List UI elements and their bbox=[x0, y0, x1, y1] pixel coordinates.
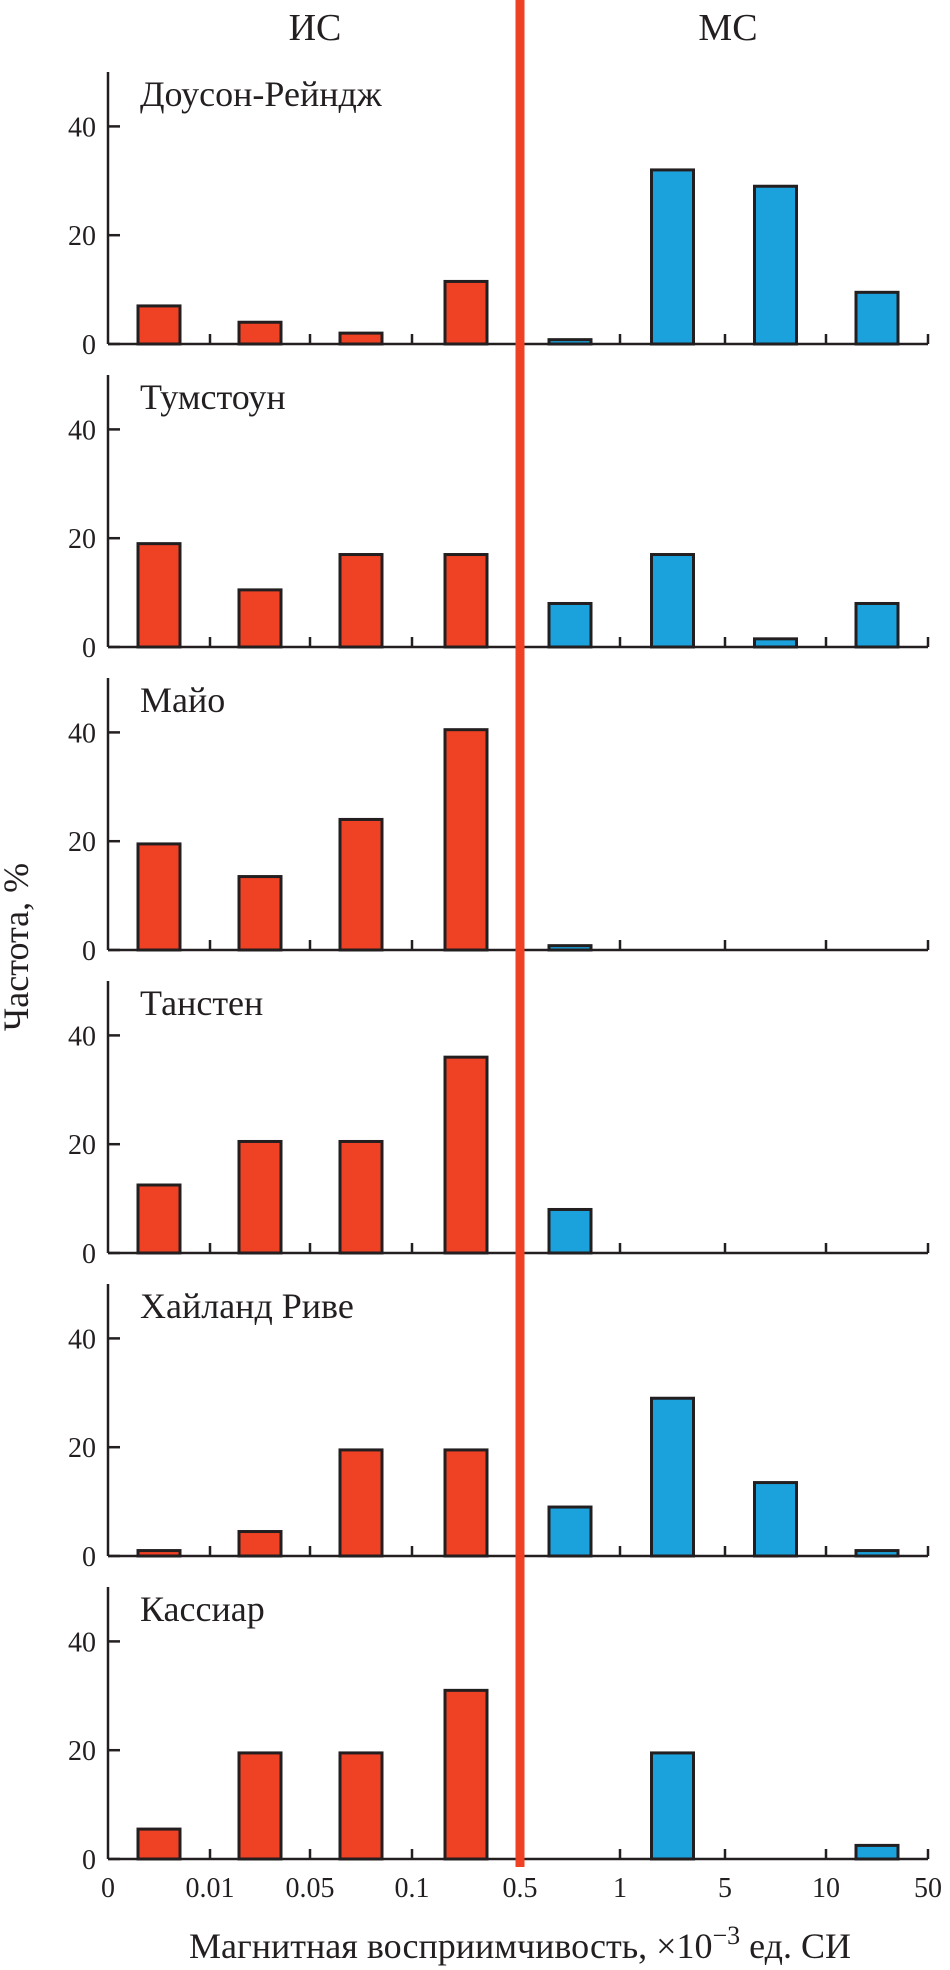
bar bbox=[338, 1751, 384, 1861]
bar bbox=[443, 1055, 489, 1255]
x-axis-title: Магнитная восприимчивость, ×10−3 ед. СИ bbox=[189, 1921, 851, 1966]
bar bbox=[443, 1688, 489, 1861]
y-tick-label: 0 bbox=[82, 633, 96, 664]
y-tick-label: 20 bbox=[68, 1433, 96, 1464]
bar bbox=[650, 168, 695, 346]
x-axis-title-unit: ед. СИ bbox=[740, 1926, 851, 1966]
bar bbox=[443, 728, 489, 952]
panel-1: 0 20 40 Доусон-Рейндж bbox=[68, 72, 930, 361]
bar bbox=[753, 184, 798, 346]
x-tick-label: 5 bbox=[718, 1873, 732, 1904]
bar bbox=[547, 338, 593, 346]
bar bbox=[136, 842, 182, 952]
y-tick-label: 40 bbox=[68, 1627, 96, 1658]
x-tick-label: 1 bbox=[613, 1873, 627, 1904]
panel-title: Кассиар bbox=[140, 1589, 265, 1629]
panels-container: 0 20 40 Доусон-Рейндж 0 20 40 Тумстоун 0 20 40 Майо… bbox=[68, 72, 930, 1876]
y-axis-title: Частота, % bbox=[0, 863, 36, 1031]
x-tick-label: 0 bbox=[101, 1873, 115, 1904]
bar bbox=[547, 601, 593, 649]
bar bbox=[338, 1448, 384, 1558]
y-tick-label: 40 bbox=[68, 1324, 96, 1355]
bar bbox=[650, 553, 695, 649]
bar bbox=[136, 542, 182, 649]
bar bbox=[547, 944, 593, 952]
panel-title: Доусон-Рейндж bbox=[140, 74, 383, 114]
bar bbox=[547, 1207, 593, 1255]
y-tick-label: 0 bbox=[82, 1845, 96, 1876]
bar bbox=[650, 1751, 695, 1861]
panel-title: Хайланд Риве bbox=[140, 1286, 354, 1326]
x-tick-label: 0.01 bbox=[186, 1873, 235, 1904]
bar bbox=[443, 553, 489, 649]
y-tick-label: 0 bbox=[82, 936, 96, 967]
y-tick-label: 20 bbox=[68, 827, 96, 858]
x-tick-label: 0.5 bbox=[503, 1873, 538, 1904]
y-tick-label: 20 bbox=[68, 1130, 96, 1161]
bar bbox=[338, 553, 384, 649]
bar bbox=[237, 1139, 283, 1255]
y-tick-label: 20 bbox=[68, 1736, 96, 1767]
y-tick-label: 20 bbox=[68, 524, 96, 555]
panel-3: 0 20 40 Майо bbox=[68, 678, 930, 967]
bar bbox=[547, 1505, 593, 1558]
bar bbox=[237, 320, 283, 346]
panel-5: 0 20 40 Хайланд Риве bbox=[68, 1284, 930, 1573]
bar bbox=[854, 1843, 900, 1861]
bar bbox=[443, 279, 489, 346]
group-label-mc: МС bbox=[698, 7, 757, 49]
panel-title: Танстен bbox=[140, 983, 263, 1023]
bar bbox=[753, 1481, 798, 1558]
x-tick-label: 10 bbox=[812, 1873, 840, 1904]
bar bbox=[237, 588, 283, 649]
panel-title: Тумстоун bbox=[140, 377, 286, 417]
group-label-ic: ИС bbox=[289, 7, 342, 49]
bar bbox=[136, 1827, 182, 1861]
x-tick-label: 0.05 bbox=[286, 1873, 335, 1904]
bar bbox=[650, 1396, 695, 1558]
panel-4: 0 20 40 Танстен bbox=[68, 981, 930, 1270]
bar bbox=[443, 1448, 489, 1558]
bar bbox=[237, 1530, 283, 1558]
bar bbox=[136, 1549, 182, 1558]
y-tick-label: 0 bbox=[82, 1542, 96, 1573]
bar bbox=[854, 1549, 900, 1558]
y-tick-label: 40 bbox=[68, 415, 96, 446]
bar bbox=[854, 601, 900, 649]
bar bbox=[753, 637, 798, 649]
x-axis: 0 0.01 0.05 0.1 0.5 1 5 10 50 bbox=[101, 1873, 942, 1904]
y-tick-label: 40 bbox=[68, 718, 96, 749]
y-tick-label: 0 bbox=[82, 1239, 96, 1270]
bar bbox=[237, 875, 283, 952]
panel-6: 0 20 40 Кассиар bbox=[68, 1587, 930, 1876]
x-axis-title-exponent: −3 bbox=[712, 1921, 740, 1950]
x-axis-title-main: Магнитная восприимчивость, ×10 bbox=[189, 1926, 712, 1966]
x-tick-label: 0.1 bbox=[395, 1873, 430, 1904]
bar bbox=[136, 1183, 182, 1255]
panel-title: Майо bbox=[140, 680, 225, 720]
y-tick-label: 40 bbox=[68, 1021, 96, 1052]
x-tick-label: 50 bbox=[914, 1873, 942, 1904]
bar bbox=[136, 304, 182, 346]
bar bbox=[854, 290, 900, 346]
bar bbox=[338, 1139, 384, 1255]
bar bbox=[237, 1751, 283, 1861]
bar bbox=[338, 817, 384, 952]
bar bbox=[338, 331, 384, 346]
y-tick-label: 0 bbox=[82, 330, 96, 361]
y-tick-label: 20 bbox=[68, 221, 96, 252]
y-tick-label: 40 bbox=[68, 112, 96, 143]
panel-2: 0 20 40 Тумстоун bbox=[68, 375, 930, 664]
